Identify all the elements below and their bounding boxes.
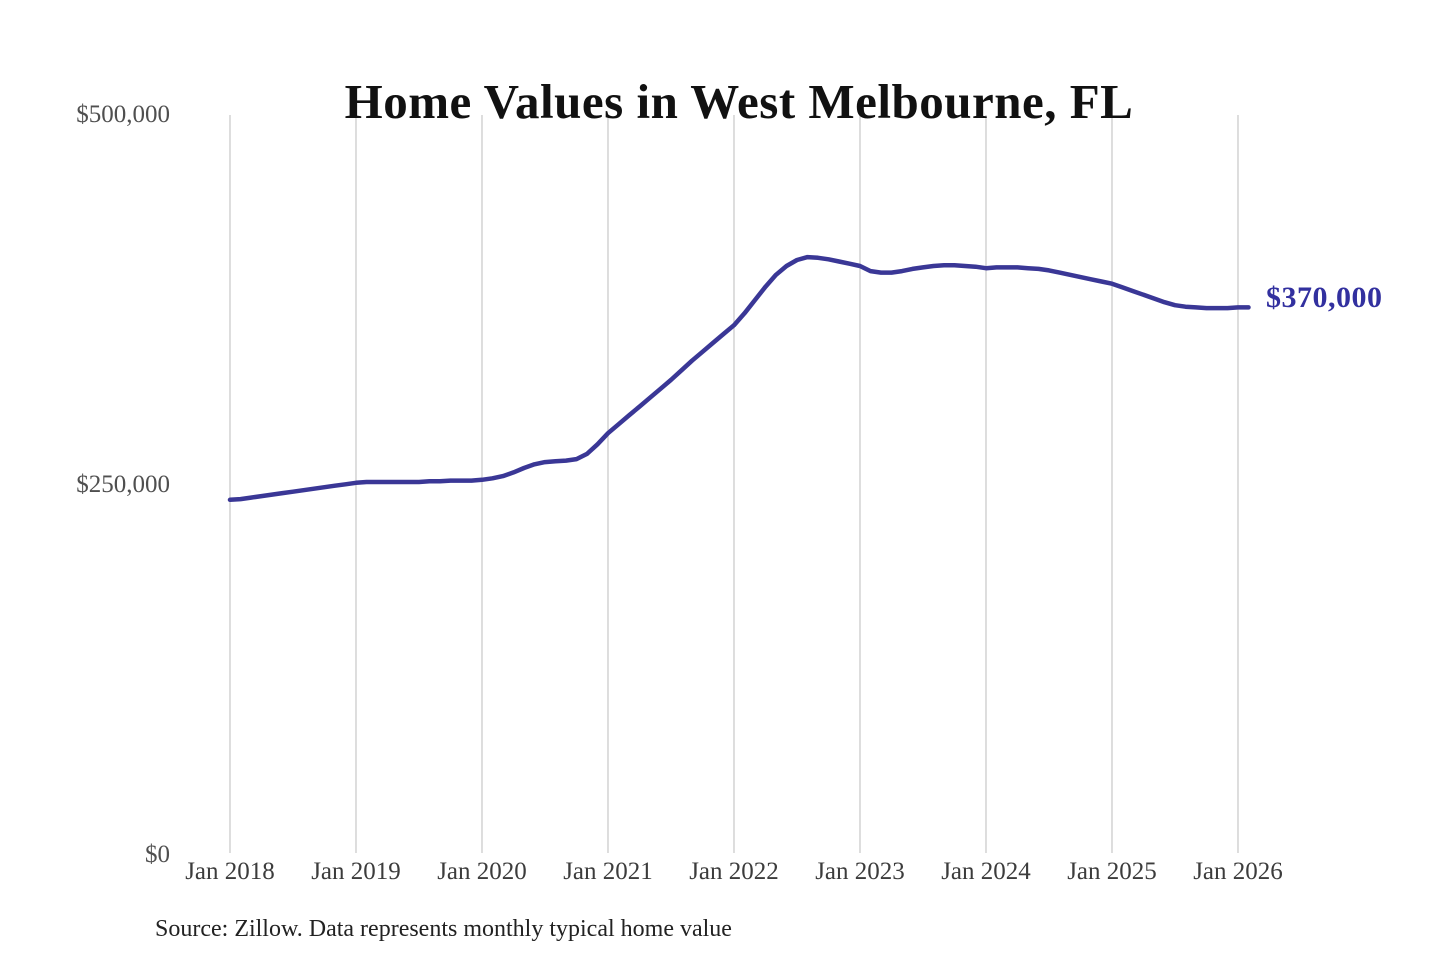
x-tick-label: Jan 2020 [437, 858, 527, 885]
x-tick-label: Jan 2026 [1193, 858, 1283, 885]
y-tick-label: $500,000 [76, 101, 170, 128]
x-tick-label: Jan 2023 [815, 858, 905, 885]
x-tick-label: Jan 2018 [185, 858, 275, 885]
chart-title: Home Values in West Melbourne, FL [344, 73, 1134, 129]
x-tick-label: Jan 2025 [1067, 858, 1157, 885]
home-value-line [227, 254, 1251, 503]
x-tick-label: Jan 2024 [941, 858, 1031, 885]
source-note: Source: Zillow. Data represents monthly … [155, 916, 732, 942]
line-end-value-label: $370,000 [1266, 281, 1383, 314]
x-tick-label: Jan 2019 [311, 858, 401, 885]
gridlines-group [229, 115, 1239, 853]
x-tick-label: Jan 2021 [563, 858, 653, 885]
x-tick-label: Jan 2022 [689, 858, 779, 885]
y-tick-label: $250,000 [76, 471, 170, 498]
y-tick-label: $0 [145, 841, 170, 868]
